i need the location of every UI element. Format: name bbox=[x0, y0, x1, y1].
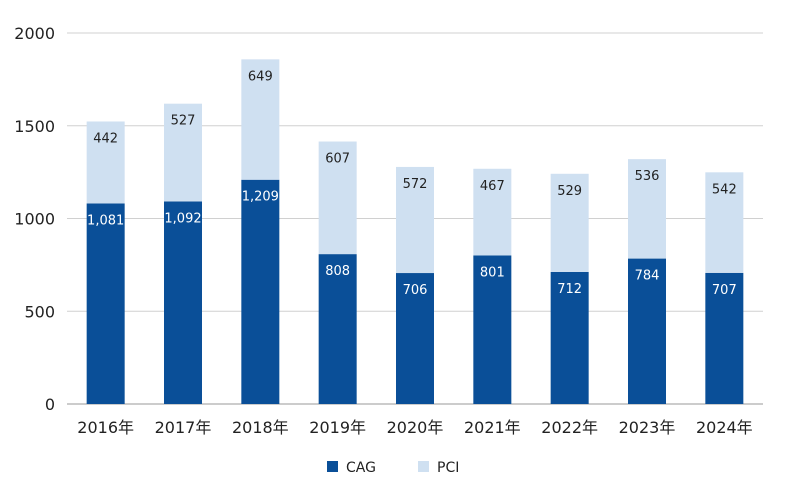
data-label-pci: 467 bbox=[480, 179, 505, 194]
data-label-pci: 536 bbox=[635, 169, 660, 184]
y-tick-label: 2000 bbox=[14, 24, 55, 43]
legend-swatch-cag bbox=[327, 461, 338, 472]
bar-cag bbox=[318, 254, 357, 404]
bar-pci bbox=[164, 103, 202, 202]
data-label-cag: 1,081 bbox=[87, 213, 124, 228]
x-tick-label: 2019年 bbox=[309, 418, 366, 437]
bar-pci bbox=[241, 59, 280, 180]
x-tick-label: 2022年 bbox=[541, 418, 598, 437]
data-label-cag: 707 bbox=[712, 283, 737, 298]
x-tick-label: 2023年 bbox=[619, 418, 676, 437]
x-tick-label: 2017年 bbox=[155, 418, 212, 437]
y-tick-label: 500 bbox=[24, 302, 55, 321]
bar-cag bbox=[705, 272, 744, 404]
x-tick-label: 2024年 bbox=[696, 418, 753, 437]
x-tick-label: 2020年 bbox=[387, 418, 444, 437]
y-tick-label: 1000 bbox=[14, 210, 55, 229]
data-label-pci: 442 bbox=[93, 131, 118, 146]
bar-pci bbox=[86, 121, 125, 204]
data-label-cag: 712 bbox=[557, 282, 582, 297]
data-label-cag: 1,092 bbox=[164, 211, 201, 226]
data-label-cag: 1,209 bbox=[242, 190, 279, 205]
bar-cag bbox=[164, 201, 202, 404]
bar-pci bbox=[318, 141, 357, 255]
data-label-cag: 801 bbox=[480, 265, 505, 280]
bar-pci bbox=[550, 173, 589, 272]
y-tick-label: 1500 bbox=[14, 117, 55, 136]
bar-cag bbox=[396, 273, 434, 404]
data-label-cag: 706 bbox=[403, 283, 428, 298]
data-label-cag: 784 bbox=[635, 269, 660, 284]
data-label-pci: 607 bbox=[325, 152, 350, 167]
legend-label-cag: CAG bbox=[346, 460, 376, 476]
bar-pci bbox=[705, 172, 744, 273]
bar-cag bbox=[628, 258, 666, 404]
bar-cag bbox=[86, 203, 125, 404]
x-tick-label: 2016年 bbox=[77, 418, 134, 437]
bar-pci bbox=[473, 168, 512, 256]
data-label-pci: 527 bbox=[171, 114, 196, 129]
y-tick-label: 0 bbox=[45, 395, 55, 414]
data-label-pci: 542 bbox=[712, 182, 737, 197]
x-tick-label: 2018年 bbox=[232, 418, 289, 437]
bar-cag bbox=[550, 271, 589, 404]
bar-pci bbox=[628, 159, 666, 259]
data-label-pci: 649 bbox=[248, 69, 273, 84]
x-tick-label: 2021年 bbox=[464, 418, 521, 437]
data-label-cag: 808 bbox=[325, 264, 350, 279]
data-label-pci: 529 bbox=[557, 184, 582, 199]
bar-cag bbox=[473, 255, 512, 404]
legend-swatch-pci bbox=[418, 461, 429, 472]
data-label-pci: 572 bbox=[403, 177, 428, 192]
bar-cag bbox=[241, 179, 280, 404]
bar-pci bbox=[396, 166, 434, 274]
legend-label-pci: PCI bbox=[437, 460, 459, 476]
